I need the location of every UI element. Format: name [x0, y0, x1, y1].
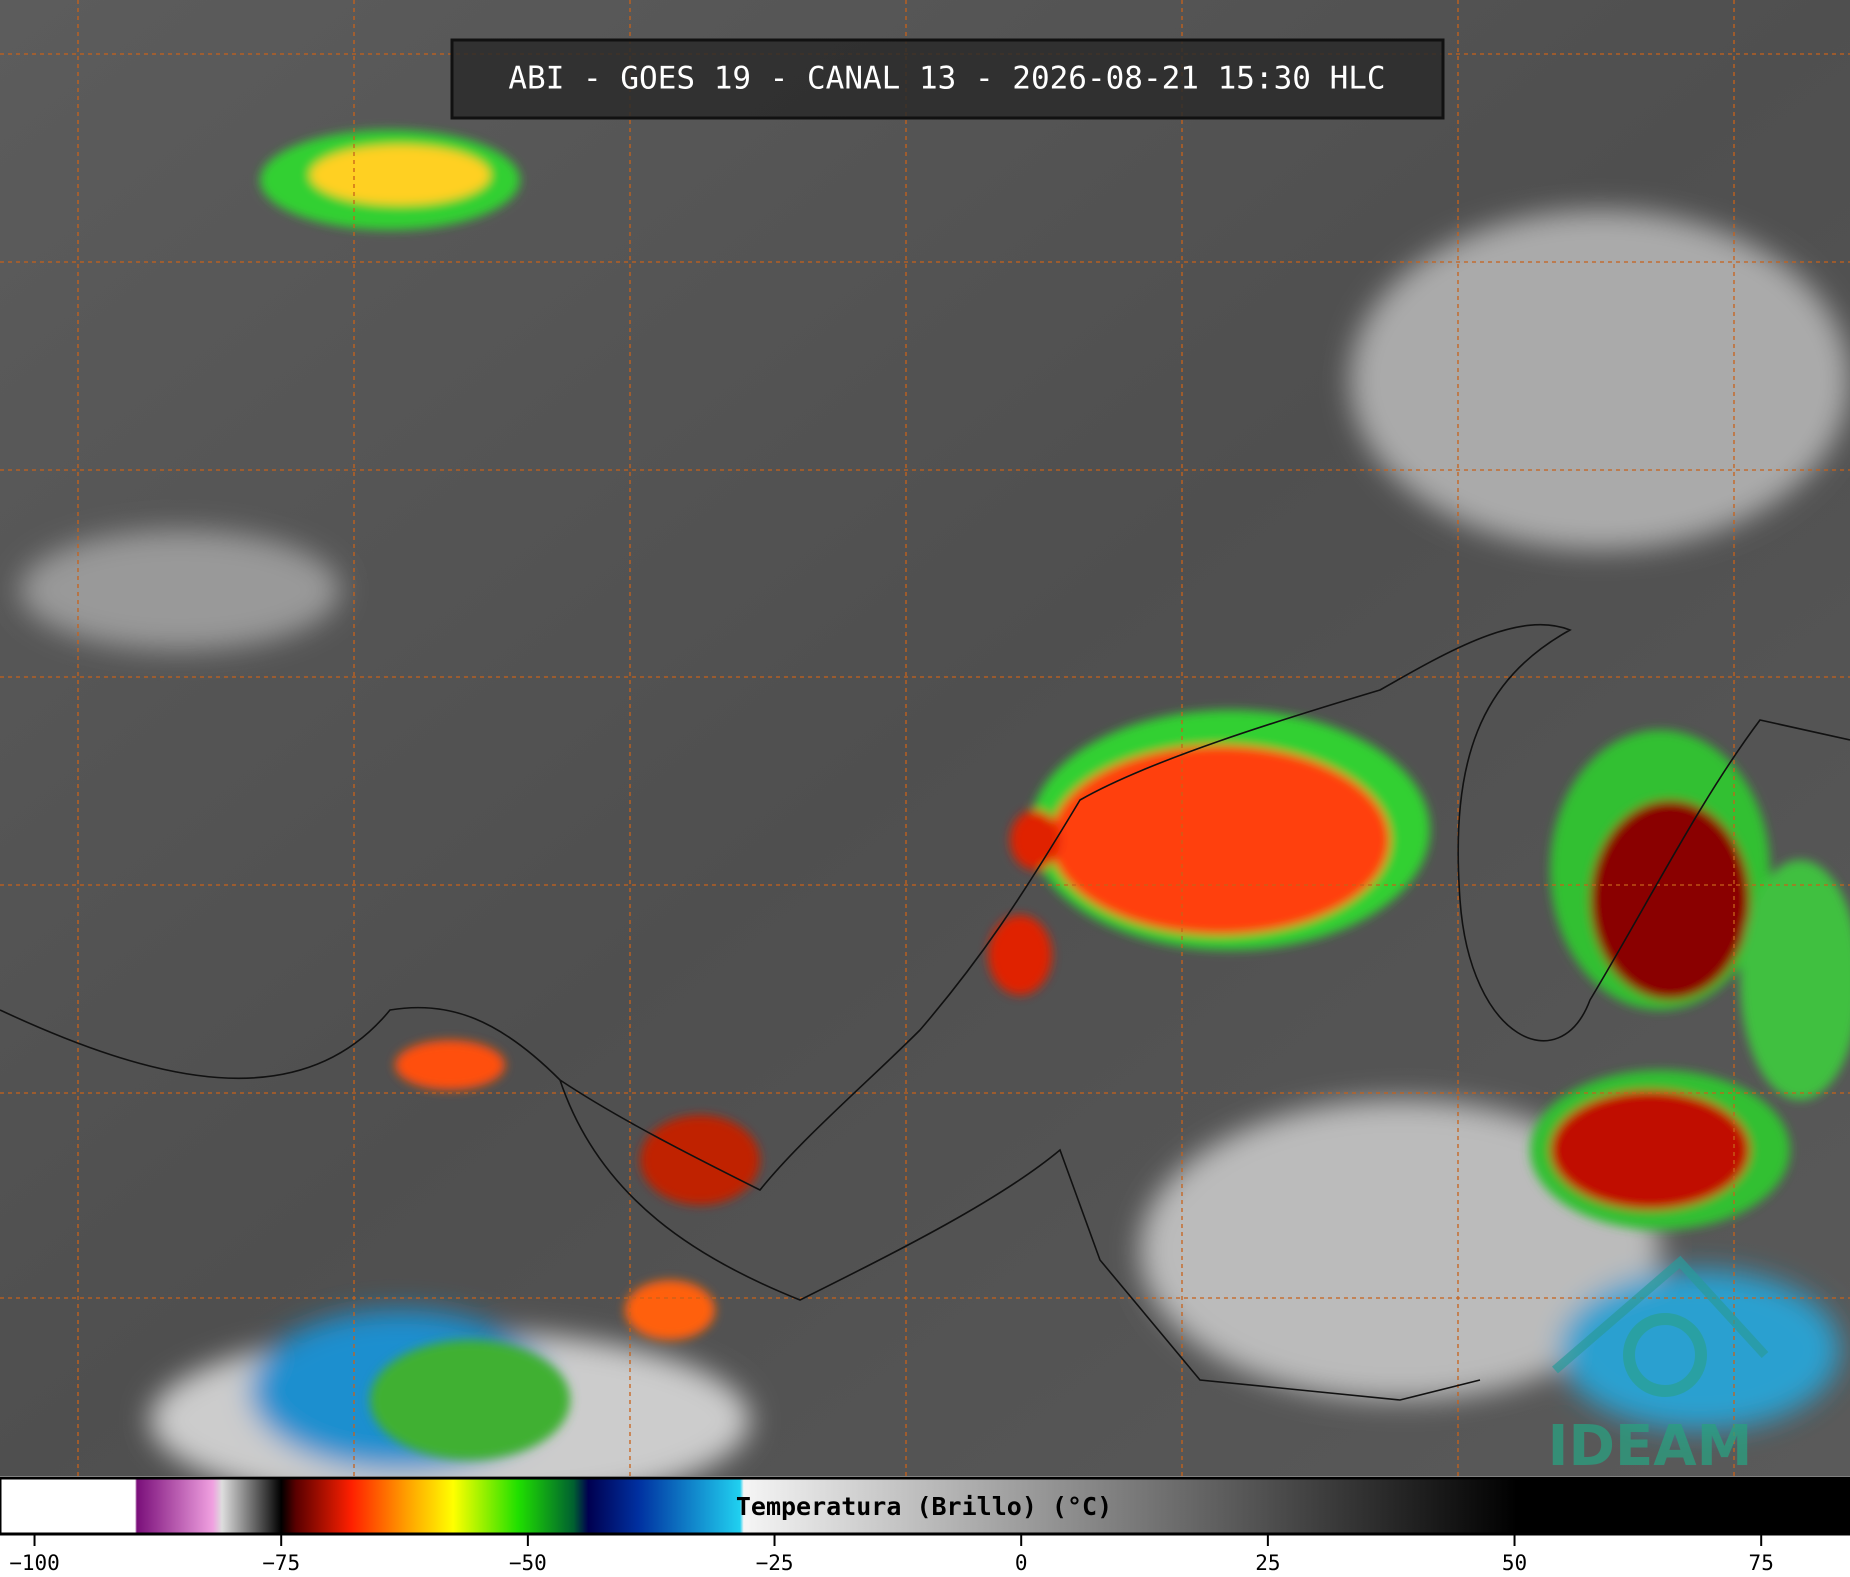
tick-label: −50: [509, 1551, 547, 1575]
tick-label: 25: [1255, 1551, 1280, 1575]
colorbar: [0, 1476, 1850, 1536]
tick-label: −25: [756, 1551, 794, 1575]
title: ABI - GOES 19 - CANAL 13 - 2026-08-21 15…: [508, 61, 1385, 97]
logo: IDEAM: [1548, 1255, 1769, 1479]
colorbar-label: Temperatura (Brillo) (°C): [736, 1492, 1112, 1521]
logo-text: IDEAM: [1548, 1414, 1753, 1479]
coastline: [0, 623, 1850, 1401]
colorbar-ticks: −100 −75 −50 −25 0 25 50 75: [9, 1534, 1774, 1575]
title-box: [450, 38, 1445, 120]
tick-label: 50: [1502, 1551, 1527, 1575]
tick-label: 0: [1015, 1551, 1028, 1575]
tick-label: 75: [1749, 1551, 1774, 1575]
convective-cells: [260, 130, 1850, 1460]
tick-label: −100: [9, 1551, 60, 1575]
tick-label: −75: [262, 1551, 300, 1575]
graticule: [0, 0, 1850, 1478]
